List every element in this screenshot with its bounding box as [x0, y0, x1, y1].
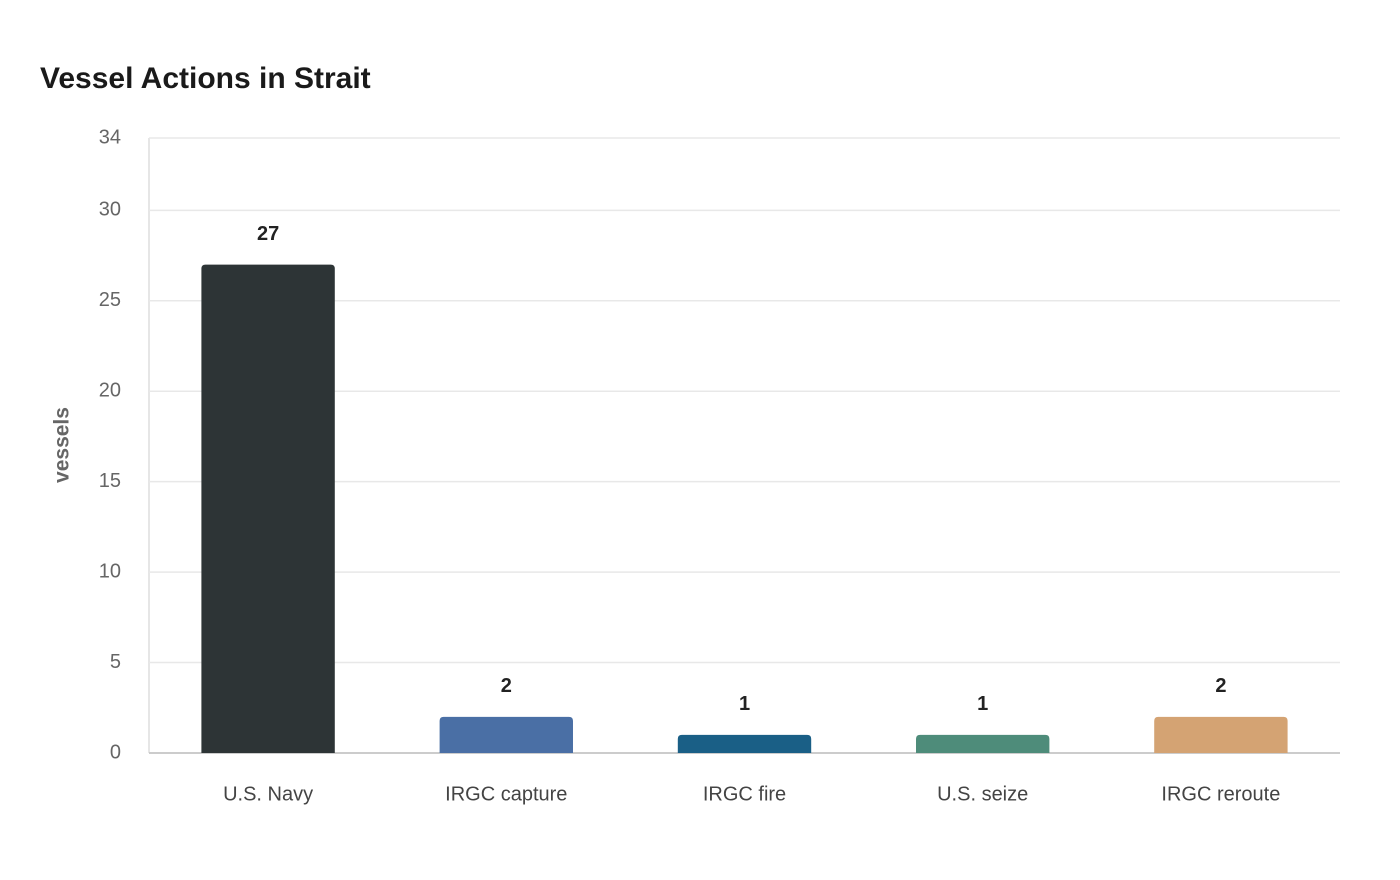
value-label: 27	[257, 223, 279, 245]
x-tick-label: U.S. seize	[937, 783, 1028, 805]
x-tick-label: IRGC fire	[703, 783, 786, 805]
value-label: 2	[501, 675, 512, 697]
y-tick-label: 25	[99, 289, 121, 311]
bar	[1154, 716, 1288, 753]
bar	[916, 734, 1050, 753]
y-tick-label: 34	[99, 126, 121, 148]
y-tick-label: 30	[99, 199, 121, 221]
y-tick-label: 5	[110, 651, 121, 673]
x-tick-label: U.S. Navy	[223, 783, 313, 805]
x-tick-label: IRGC reroute	[1161, 783, 1280, 805]
y-tick-label: 0	[110, 741, 121, 763]
bar	[677, 734, 812, 753]
value-label: 1	[977, 693, 988, 715]
y-tick-label: 10	[99, 560, 121, 582]
value-label: 2	[1215, 675, 1226, 697]
y-tick-label: 15	[99, 470, 121, 492]
bar	[439, 716, 573, 753]
x-tick-label: IRGC capture	[445, 783, 567, 805]
bar	[201, 264, 335, 753]
y-tick-label: 20	[99, 380, 121, 402]
value-label: 1	[739, 693, 750, 715]
y-axis-title: vessels	[51, 407, 74, 483]
chart-title: Vessel Actions in Strait	[40, 62, 371, 95]
